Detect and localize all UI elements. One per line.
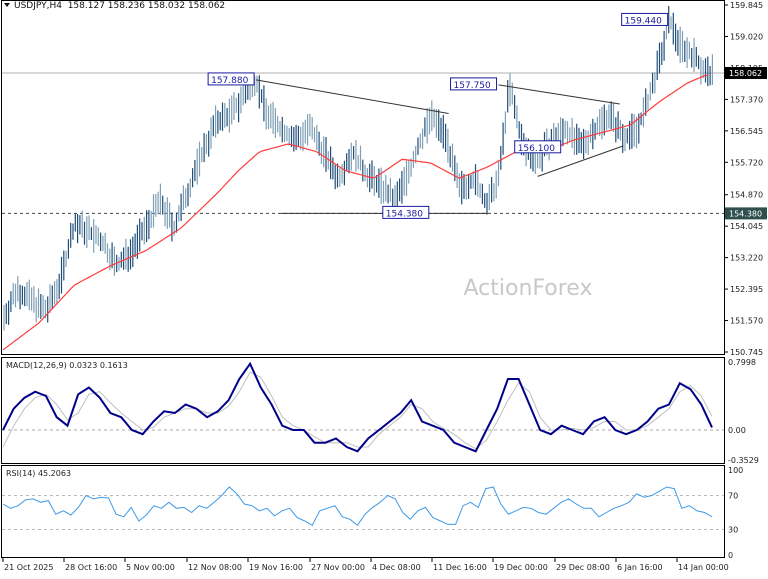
macd-panel-frame (1, 357, 725, 464)
time-tick-label: 6 Jan 16:00 (617, 563, 663, 572)
time-tick-label: 21 Oct 2025 (4, 563, 53, 572)
svg-text:157.750: 157.750 (454, 81, 491, 91)
macd-series: 0.7998 0.00 -0.3529 (2, 358, 759, 465)
price-annotation-label (450, 77, 498, 91)
price-tick-label: 157.370 (730, 95, 763, 104)
trendline[interactable] (498, 84, 620, 105)
time-tick-label: 19 Dec 00:00 (494, 563, 548, 572)
rsi-series: 100 70 30 0 (2, 466, 743, 560)
trendline[interactable] (256, 79, 449, 114)
macd-tick-label: -0.3529 (728, 456, 759, 465)
price-tick-label: 156.545 (730, 127, 763, 136)
rsi-tick-label: 30 (728, 526, 738, 535)
price-tick-label: 159.020 (730, 32, 763, 41)
macd-tick-label: 0.7998 (728, 358, 756, 367)
current-price-tag (725, 66, 767, 79)
price-tick-label: 155.720 (730, 158, 763, 167)
price-tick-label: 154.045 (730, 222, 763, 231)
trendline[interactable] (537, 145, 624, 177)
symbol-label: USDJPY,H4 (14, 1, 62, 11)
svg-text:159.440: 159.440 (625, 16, 662, 26)
price-tick-label: 151.570 (730, 317, 763, 326)
time-tick-label: 27 Nov 00:00 (311, 563, 365, 572)
rsi-tick-label: 100 (728, 466, 743, 475)
macd-tick-label: 0.00 (728, 426, 746, 435)
svg-text:158.062: 158.062 (729, 69, 762, 78)
macd-label: MACD(12,26,9) 0.0323 0.1613 (6, 361, 128, 370)
dropdown-triangle-icon[interactable] (4, 3, 10, 7)
time-tick-label: 19 Nov 16:00 (249, 563, 303, 572)
svg-text:156.100: 156.100 (518, 144, 555, 154)
time-tick-label: 4 Dec 08:00 (372, 563, 421, 572)
moving-average-line (2, 74, 709, 351)
trendlines (256, 79, 624, 214)
price-tick-label: 153.220 (730, 254, 763, 263)
price-tick-label: 150.745 (730, 348, 763, 357)
rsi-tick-label: 70 (728, 492, 738, 501)
time-tick-label: 5 Nov 00:00 (126, 563, 175, 572)
watermark: ActionForex (464, 276, 593, 301)
time-tick-label: 11 Dec 16:00 (433, 563, 487, 572)
support-level-tag (725, 207, 767, 220)
price-axis: 159.845159.020158.195157.370156.545155.7… (2, 1, 767, 357)
price-annotation-label (514, 140, 562, 154)
price-annotation-label (207, 72, 255, 86)
price-annotation-label (382, 205, 430, 219)
price-tick-label: 159.845 (730, 1, 763, 10)
rsi-tick-label: 0 (728, 551, 733, 560)
price-annotations: 157.880 154.380 157.750 156.100 159.440 (207, 12, 669, 219)
price-tick-label: 152.395 (730, 285, 763, 294)
price-tick-label: 154.870 (730, 191, 763, 200)
time-tick-label: 12 Nov 08:00 (188, 563, 242, 572)
ohlc-values: 158.127 158.236 158.032 158.062 (67, 1, 226, 11)
symbol-header: USDJPY,H4 158.127 158.236 158.032 158.06… (4, 1, 225, 11)
time-tick-label: 29 Dec 08:00 (556, 563, 610, 572)
time-tick-label: 14 Jan 00:00 (678, 563, 729, 572)
price-annotation-label (621, 12, 669, 26)
svg-text:154.380: 154.380 (386, 209, 423, 219)
rsi-label: RSI(14) 45.2063 (6, 469, 72, 478)
rsi-panel-frame (1, 465, 725, 558)
time-tick-label: 28 Oct 16:00 (65, 563, 117, 572)
svg-text:157.880: 157.880 (211, 76, 248, 86)
svg-text:ActionForex: ActionForex (464, 276, 593, 301)
time-axis: 21 Oct 2025 28 Oct 16:00 5 Nov 00:00 12 Nov… (2, 558, 729, 572)
svg-text:154.380: 154.380 (729, 209, 762, 218)
